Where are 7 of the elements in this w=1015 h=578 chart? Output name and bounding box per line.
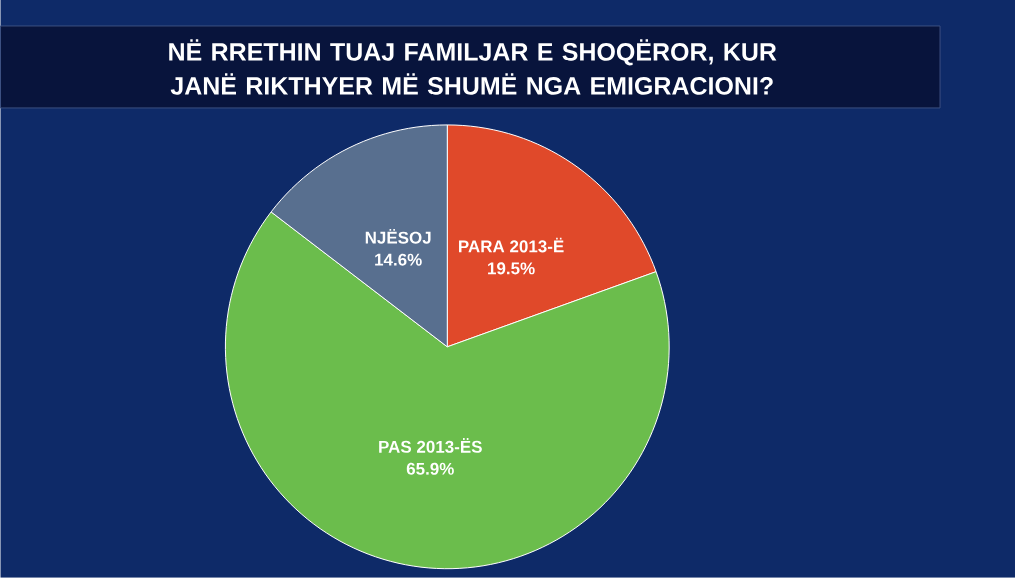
- slice-label: PARA 2013-Ë: [459, 237, 564, 253]
- chart-title: NË RRETHIN TUAJ FAMILJAR E SHOQËROR, KUR JANË RIKTHYER MË SHUMË NGA EMIGRACIONI?: [169, 39, 777, 95]
- data-label: 14.6%: [375, 253, 422, 266]
- slice-label: PAS 2013-ËS: [379, 438, 482, 453]
- data-label: 65.9%: [406, 462, 454, 475]
- slice-label: NJËSOJ: [365, 229, 431, 244]
- data-label: 19.5%: [488, 262, 535, 275]
